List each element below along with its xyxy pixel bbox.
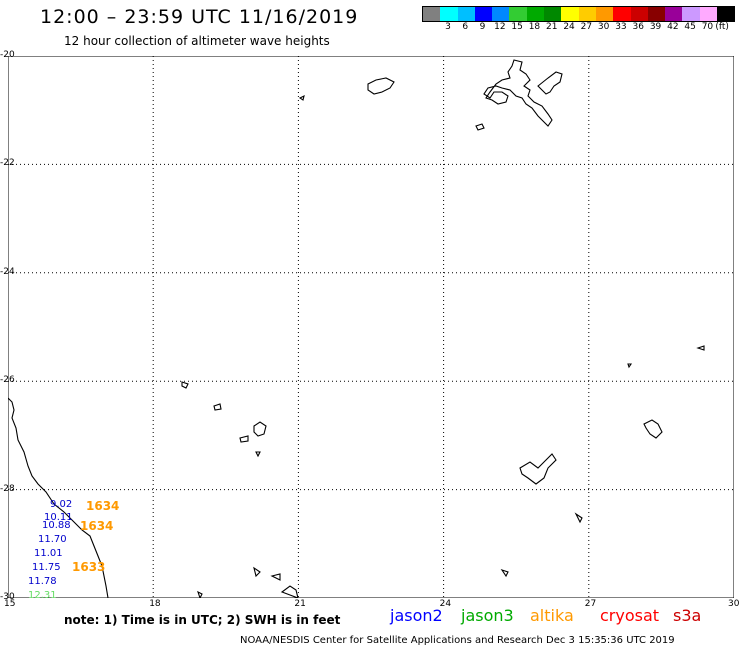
- y-axis-label: -20: [0, 50, 15, 60]
- legend-swatch: [544, 7, 562, 21]
- legend-label: 12: [494, 22, 506, 32]
- islet-c: [253, 421, 267, 437]
- satellite-altika: altika: [530, 606, 574, 625]
- wave-height-label: 10.11: [44, 512, 73, 523]
- wave-height-label: 11.78: [28, 576, 57, 587]
- color-legend-bar: [422, 6, 736, 22]
- legend-label: 9: [479, 22, 486, 32]
- legend-swatch: [492, 7, 510, 21]
- legend-label: 6: [462, 22, 469, 32]
- legend-swatch: [717, 7, 735, 21]
- islet-d: [239, 435, 249, 443]
- islet-b: [213, 403, 222, 411]
- time-label: 1634: [80, 519, 114, 533]
- legend-swatch: [578, 7, 596, 21]
- x-axis-label: 27: [584, 599, 597, 609]
- legend-swatch: [595, 7, 614, 21]
- islet-a: [181, 381, 189, 389]
- footer-credit: NOAA/NESDIS Center for Satellite Applica…: [240, 635, 675, 646]
- legend-label: 36: [632, 22, 644, 32]
- wave-height-map: [8, 56, 734, 598]
- x-axis-label: 18: [149, 599, 161, 609]
- islet-j: [574, 512, 583, 524]
- legend-label: 24: [563, 22, 575, 32]
- legend-swatch: [561, 7, 579, 21]
- legend-swatch: [423, 7, 441, 21]
- legend-label: 45: [684, 22, 696, 32]
- islet-o: [197, 590, 203, 598]
- legend-swatch: [457, 7, 475, 21]
- time-label: 1634: [86, 499, 120, 513]
- island-large: [483, 59, 553, 127]
- island-east: [537, 71, 563, 95]
- islet-h: [627, 363, 633, 369]
- wave-height-label: 11.75: [32, 562, 61, 573]
- map-grid: [8, 56, 734, 598]
- island-small-2: [298, 94, 305, 101]
- legend-swatch: [526, 7, 545, 21]
- islet-e: [255, 451, 261, 458]
- page-subtitle: 12 hour collection of altimeter wave hei…: [64, 34, 330, 48]
- x-axis-label: 30: [728, 599, 740, 609]
- legend-swatch: [509, 7, 527, 21]
- legend-label: 27: [580, 22, 593, 32]
- x-axis-label: 24: [439, 599, 452, 609]
- legend-label: 21: [546, 22, 558, 32]
- islet-i: [519, 453, 557, 485]
- satellite-s3a: s3a: [673, 606, 702, 625]
- legend-swatch: [474, 7, 493, 21]
- islet-f: [643, 419, 663, 439]
- legend-label: 30: [597, 22, 610, 32]
- y-axis-label: -24: [0, 266, 15, 277]
- legend-swatch: [665, 7, 683, 21]
- x-axis-label: 15: [4, 599, 16, 609]
- islet-n: [500, 568, 509, 578]
- legend-swatch: [682, 7, 700, 21]
- legend-swatch: [647, 7, 666, 21]
- wave-height-label: 11.01: [34, 548, 63, 559]
- wave-height-label: 9.02: [50, 499, 73, 510]
- time-label: 1633: [72, 560, 106, 574]
- legend-label: 33: [615, 22, 627, 32]
- legend-swatch: [613, 7, 631, 21]
- x-axis-label: 21: [294, 599, 306, 609]
- map-frame: [8, 56, 734, 598]
- islet-k: [253, 566, 261, 578]
- island-small-1: [367, 77, 395, 95]
- islet-m: [280, 585, 299, 598]
- satellite-jason2: jason2: [390, 606, 443, 625]
- y-axis-label: -26: [0, 375, 15, 386]
- coastline: [8, 59, 705, 598]
- satellite-cryosat: cryosat: [600, 606, 660, 625]
- footer-note: note: 1) Time is in UTC; 2) SWH is in fe…: [64, 613, 341, 627]
- legend-swatch: [630, 7, 648, 21]
- legend-label: 39: [649, 22, 662, 32]
- satellite-jason3: jason3: [461, 606, 514, 625]
- y-axis-label: -22: [0, 158, 15, 169]
- legend-unit: (ft): [715, 22, 729, 32]
- coastline-africa: [8, 397, 109, 598]
- legend-label: 70: [701, 22, 714, 32]
- island-small-3: [475, 123, 485, 131]
- legend-swatch: [440, 7, 458, 21]
- islet-l: [270, 573, 281, 581]
- wave-height-label: 12.31: [28, 590, 57, 601]
- wave-height-label: 10.88: [42, 520, 71, 531]
- y-axis-label: -30: [0, 592, 15, 602]
- y-axis-label: -28: [0, 483, 15, 494]
- legend-label: 3: [445, 22, 451, 32]
- islet-g: [696, 345, 705, 351]
- legend-swatch: [699, 7, 718, 21]
- wave-height-label: 11.70: [38, 534, 67, 545]
- color-legend-labels: 3 6 9 12 15 18 21 24 27 30 33 36 39 42 45 70 (ft): [422, 22, 740, 36]
- legend-label: 42: [667, 22, 679, 32]
- legend-label: 18: [528, 22, 541, 32]
- legend-label: 15: [511, 22, 523, 32]
- page-title: 12:00 – 23:59 UTC 11/16/2019: [40, 6, 359, 28]
